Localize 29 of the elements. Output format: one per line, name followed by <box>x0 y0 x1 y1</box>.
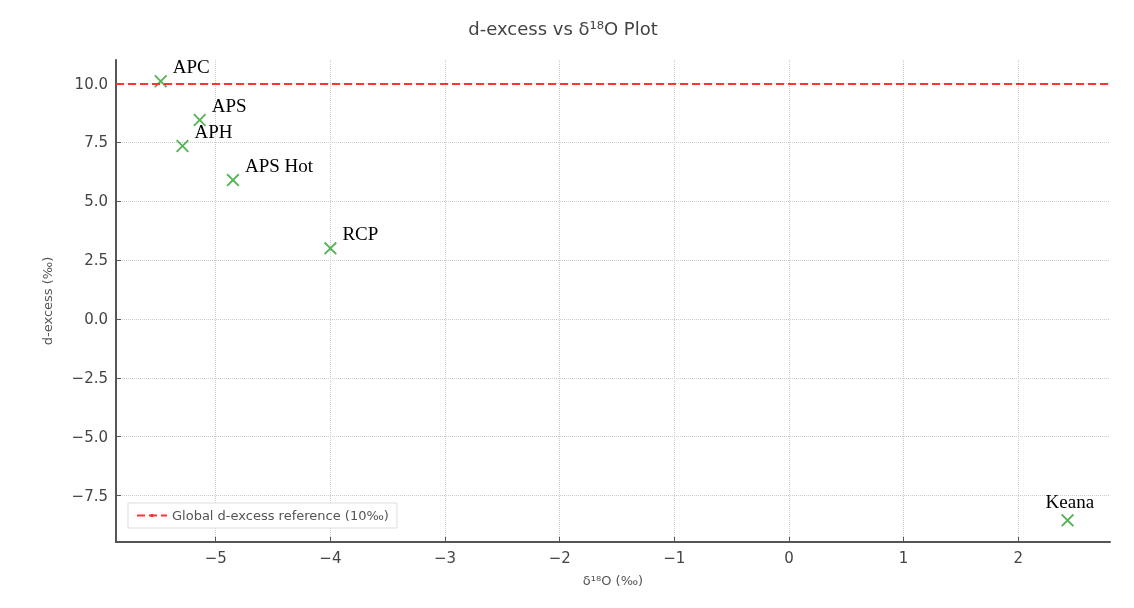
y-tick-label: 2.5 <box>84 251 108 270</box>
annotation: APC <box>172 56 210 78</box>
y-tick-label: −5.0 <box>71 427 108 446</box>
x-tick-label: −5 <box>204 548 227 567</box>
point <box>226 173 240 187</box>
point <box>1061 513 1075 527</box>
x-tick-label: 2 <box>1013 548 1024 567</box>
annotation: RCP <box>342 223 379 245</box>
y-tick-label: 0.0 <box>84 310 108 329</box>
point <box>323 241 337 255</box>
y-tick-label: 7.5 <box>84 133 108 152</box>
x-axis-title: δ¹⁸O (‰) <box>582 573 644 588</box>
x-tick-label: −1 <box>663 548 686 567</box>
x-tick-label: −2 <box>548 548 571 567</box>
annotation: Keana <box>1045 491 1095 513</box>
legend-label: Global d-excess reference (10‰) <box>172 508 389 523</box>
chart-title: d-excess vs δ¹⁸O Plot <box>468 17 658 39</box>
annotation: APH <box>194 120 233 142</box>
x-tick-label: 0 <box>784 548 794 567</box>
y-axis-title: d-excess (‰) <box>40 256 55 346</box>
annotation: APS Hot <box>244 155 314 177</box>
y-tick-label: −7.5 <box>71 486 108 505</box>
y-tick-label: 10.0 <box>74 74 108 93</box>
x-tick-label: −4 <box>319 548 342 567</box>
annotation: APS <box>211 95 247 117</box>
y-tick-label: −2.5 <box>71 368 108 387</box>
x-tick-label: −3 <box>433 548 457 567</box>
x-tick-label: 1 <box>898 548 909 567</box>
y-tick-label: 5.0 <box>84 192 108 211</box>
